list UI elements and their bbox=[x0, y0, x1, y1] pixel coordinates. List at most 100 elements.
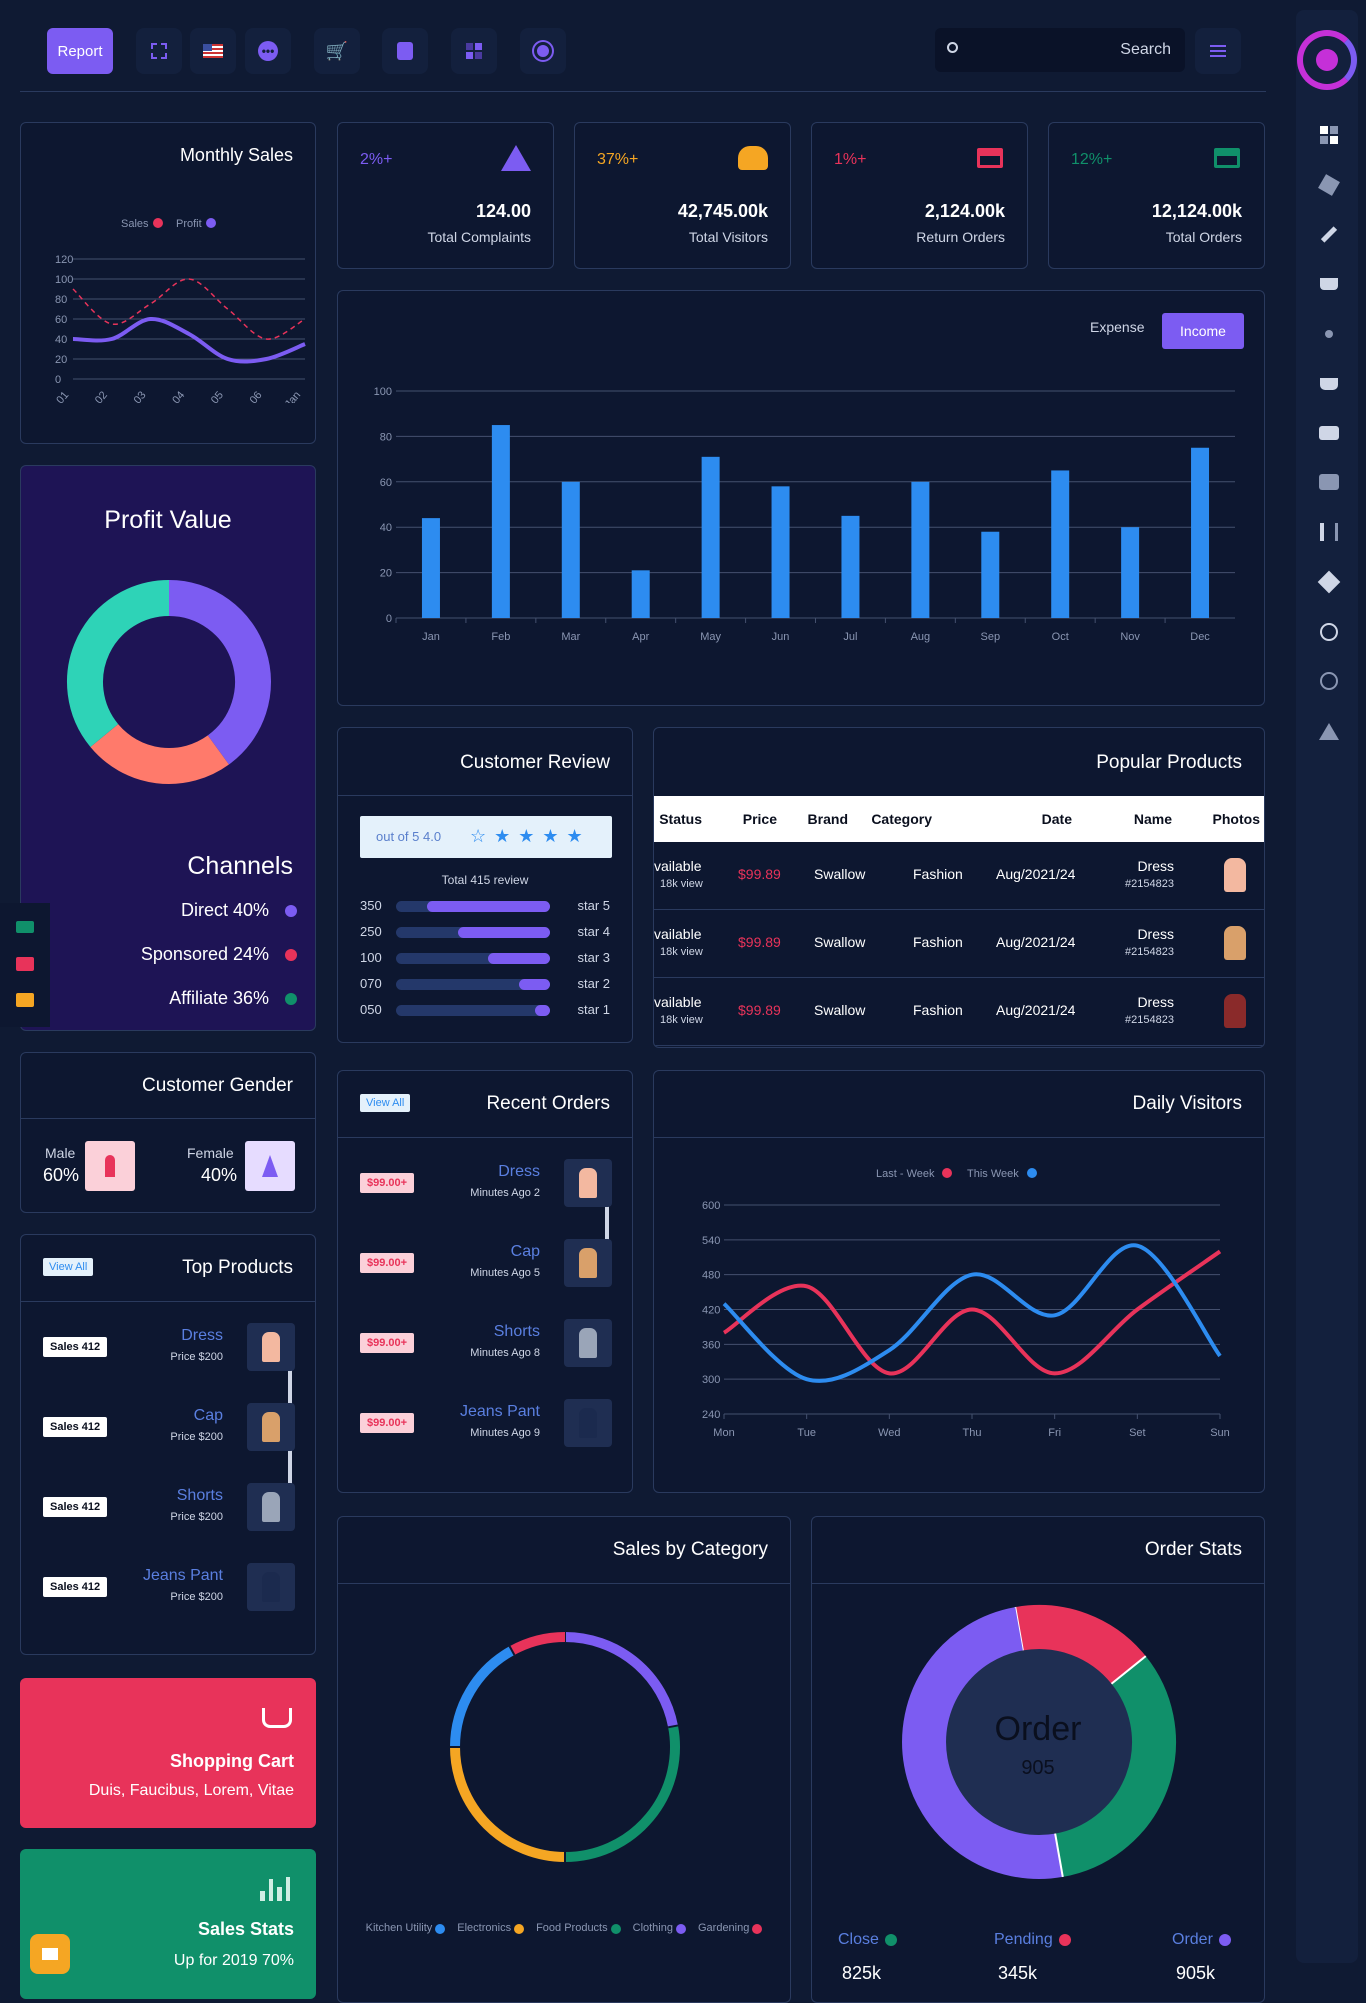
category-legend-item[interactable]: Electronics bbox=[457, 1919, 525, 1938]
folder-button[interactable] bbox=[30, 1934, 70, 1974]
menu-button[interactable] bbox=[1195, 28, 1241, 74]
stat-card: 1%+ 2,124.00k Return Orders bbox=[811, 122, 1028, 269]
legend-sales: Sales bbox=[121, 218, 149, 230]
fullscreen-button[interactable] bbox=[136, 28, 182, 74]
apps-button[interactable] bbox=[451, 28, 497, 74]
globe-icon[interactable] bbox=[1318, 621, 1340, 643]
top-product-name[interactable]: Jeans Pant bbox=[142, 1567, 223, 1584]
column-header[interactable]: Date bbox=[1041, 811, 1072, 827]
name-cell: Dress bbox=[1137, 926, 1174, 942]
order-product-name[interactable]: Jeans Pant bbox=[459, 1403, 540, 1420]
top-product-name[interactable]: Shorts bbox=[176, 1487, 223, 1504]
y-tick: 80 bbox=[380, 431, 392, 443]
left-quick-tabs bbox=[0, 903, 50, 1027]
order-thumbnail bbox=[564, 1159, 612, 1207]
box-icon[interactable] bbox=[1318, 174, 1340, 196]
daily-visitors-chart: Last - Week This Week 240 300 360 420 480 540 60… bbox=[702, 1168, 1230, 1439]
sales-stats-subtitle: Up for 2019 70% bbox=[173, 1952, 294, 1969]
x-tick: Feb bbox=[491, 631, 510, 643]
basket-icon[interactable] bbox=[1318, 273, 1340, 295]
category-legend-label: Kitchen Utility bbox=[365, 1922, 433, 1934]
shopping-cart-title: Shopping Cart bbox=[170, 1751, 294, 1771]
donut-slice-0 bbox=[1015, 1605, 1146, 1685]
order-stats-title: Order Stats bbox=[1144, 1539, 1242, 1560]
sales-category-donut bbox=[450, 1632, 680, 1862]
wallet-icon[interactable] bbox=[1318, 471, 1340, 493]
stat-label: Total Orders bbox=[1165, 229, 1242, 245]
x-tick: May bbox=[700, 631, 721, 643]
recent-orders-title: Recent Orders bbox=[486, 1093, 610, 1114]
column-header[interactable]: Brand bbox=[807, 811, 848, 827]
sales-by-category-title: Sales by Category bbox=[612, 1539, 768, 1560]
donut-slice-2 bbox=[450, 1746, 566, 1862]
warning-icon[interactable] bbox=[1318, 720, 1340, 742]
series-line-sales bbox=[72, 278, 306, 340]
expense-button[interactable]: Expense bbox=[1090, 319, 1145, 335]
top-product-name[interactable]: Cap bbox=[193, 1407, 223, 1424]
income-chart-card: Expense Income 0 20 40 60 80 100 Jan Feb Mar Apr M… bbox=[337, 290, 1265, 706]
status-cell: vailable bbox=[654, 926, 702, 942]
bar-jan bbox=[421, 518, 440, 618]
sales-stats-card[interactable]: Sales Stats Up for 2019 70% bbox=[20, 1849, 316, 1999]
stat-card: 37%+ 42,745.00k Total Visitors bbox=[574, 122, 791, 269]
profile-button[interactable] bbox=[520, 28, 566, 74]
notes-button[interactable] bbox=[382, 28, 428, 74]
hierarchy-icon[interactable] bbox=[1318, 323, 1340, 345]
column-header[interactable]: Name bbox=[1133, 811, 1172, 827]
camera-icon[interactable] bbox=[1318, 422, 1340, 444]
order-thumbnail bbox=[564, 1319, 612, 1367]
status-cell: vailable bbox=[654, 994, 702, 1010]
recent-orders-scrollbar[interactable] bbox=[605, 1159, 609, 1279]
top-product-name[interactable]: Dress bbox=[181, 1327, 223, 1344]
recent-orders-view-all[interactable]: View All bbox=[360, 1094, 411, 1112]
top-products-card: View All Top Products Sales 412 Dress Pric… bbox=[20, 1234, 316, 1655]
review-count: 100 bbox=[360, 950, 382, 965]
category-legend-dot bbox=[435, 1923, 446, 1934]
top-products-title: Top Products bbox=[182, 1257, 293, 1278]
messages-button[interactable]: ••• bbox=[245, 28, 291, 74]
order-product-name[interactable]: Cap bbox=[510, 1243, 540, 1260]
column-header[interactable]: Price bbox=[742, 811, 777, 827]
library-icon[interactable] bbox=[1318, 521, 1340, 543]
category-legend-item[interactable]: Kitchen Utility bbox=[366, 1919, 446, 1938]
monthly-sales-legend: Sales Profit bbox=[121, 218, 216, 230]
cart-basket-icon[interactable] bbox=[1318, 373, 1340, 395]
category-legend-dot bbox=[514, 1923, 525, 1934]
x-tick: Jan 01 bbox=[41, 389, 71, 403]
table-row[interactable]: vailable 18k view $99.89 Swallow Fashion Aug/… bbox=[654, 910, 1264, 978]
dashboard-icon[interactable] bbox=[1318, 124, 1340, 146]
channel-label: Sponsored 24% bbox=[140, 944, 269, 964]
column-header[interactable]: Category bbox=[871, 811, 932, 827]
pencil-icon[interactable] bbox=[1318, 223, 1340, 245]
image-icon[interactable] bbox=[16, 957, 34, 971]
category-legend-item[interactable]: Clothing bbox=[633, 1919, 686, 1938]
lock-icon[interactable] bbox=[1318, 670, 1340, 692]
cube-icon[interactable] bbox=[1317, 570, 1341, 594]
order-product-name[interactable]: Shorts bbox=[493, 1323, 540, 1340]
brand-cell: Swallow bbox=[814, 866, 866, 882]
top-product-thumbnail bbox=[247, 1403, 295, 1451]
top-products-view-all[interactable]: View All bbox=[43, 1258, 94, 1276]
order-legend-item[interactable]: Close bbox=[838, 1931, 897, 1949]
column-header[interactable]: Status bbox=[659, 811, 702, 827]
stat-value: 12,124.00k bbox=[1151, 201, 1242, 221]
category-legend-item[interactable]: Food Products bbox=[536, 1919, 621, 1938]
table-row[interactable]: vailable 18k view $99.89 Swallow Fashion Aug/… bbox=[654, 842, 1264, 910]
order-legend-item[interactable]: Pending bbox=[994, 1931, 1071, 1949]
donut-slice-0 bbox=[168, 580, 271, 765]
order-legend-item[interactable]: Order bbox=[1172, 1931, 1231, 1949]
bar-mar bbox=[561, 481, 580, 618]
rating-text: out of 5 4.0 bbox=[376, 829, 442, 844]
income-button[interactable]: Income bbox=[1162, 313, 1244, 349]
category-legend-item[interactable]: Gardening bbox=[698, 1919, 763, 1938]
money-icon[interactable] bbox=[16, 921, 34, 933]
shopping-cart-card[interactable]: Shopping Cart Duis, Faucibus, Lorem, Vit… bbox=[20, 1678, 316, 1828]
cart-button[interactable]: 🛒 bbox=[314, 28, 360, 74]
language-button[interactable] bbox=[190, 28, 236, 74]
order-product-name[interactable]: Dress bbox=[498, 1163, 540, 1180]
column-header[interactable]: Photos bbox=[1212, 811, 1260, 827]
search-box[interactable]: Search bbox=[935, 28, 1185, 72]
report-button[interactable]: Report bbox=[47, 28, 113, 74]
table-row[interactable]: vailable 18k view $99.89 Swallow Fashion Aug/… bbox=[654, 978, 1264, 1046]
folder-icon[interactable] bbox=[16, 993, 34, 1007]
